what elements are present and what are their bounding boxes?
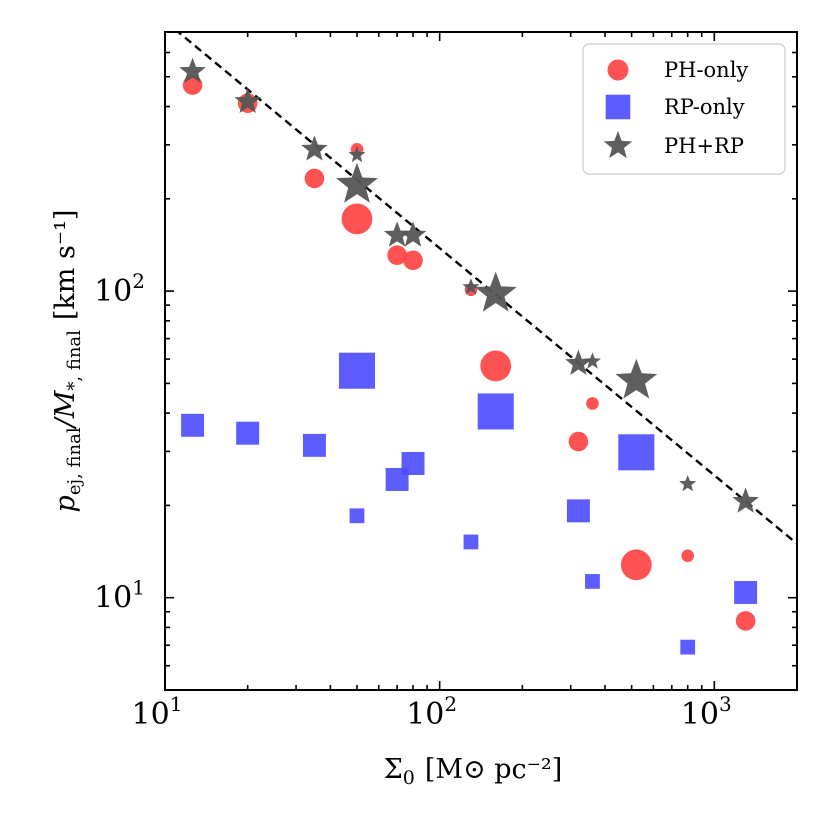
ph-rp-point [732, 487, 759, 513]
ph-rp-point [399, 221, 427, 247]
legend: PH-only RP-only PH+RP [582, 43, 786, 175]
legend-label-ph-rp: PH+RP [664, 134, 744, 158]
fit-line-layer [176, 32, 797, 545]
ph-only-point [620, 549, 652, 581]
ph-rp-point [474, 271, 517, 312]
y-tick-label: 101 [94, 576, 145, 616]
rp-only-point [338, 352, 376, 389]
plot-frame [164, 31, 798, 691]
x-label-subscript: 0 [403, 767, 415, 789]
x-axis-label: Σ0 [M⊙ pc⁻²] [384, 754, 563, 789]
y-tick-label: 102 [94, 269, 145, 309]
ph-rp-point [462, 278, 480, 295]
legend-label-rp-only: RP-only [664, 95, 745, 119]
ph-rp-point [615, 358, 658, 399]
ph-rp-point [336, 162, 378, 203]
x-tick-label: 101 [132, 692, 183, 732]
y-label-subscript-2: *, final [64, 330, 85, 391]
rp-only-point [349, 508, 365, 524]
y-label-subscript: ej, final [64, 427, 85, 495]
ph-rp-point [679, 474, 697, 492]
rp-only-point [463, 534, 479, 550]
x-label-units: [M⊙ pc⁻²] [425, 754, 562, 785]
ph-only-point [480, 350, 512, 382]
rp-only-point [734, 581, 758, 604]
ph-only-point [304, 168, 325, 189]
ph-rp-point [301, 135, 328, 161]
ph-only-point [586, 397, 599, 410]
ph-rp-point [179, 57, 206, 83]
ph-rp-point [565, 349, 592, 375]
ph-only-point [341, 203, 373, 235]
legend-marker-ph-only [607, 59, 629, 81]
ph-only-point [681, 549, 695, 563]
rp-only-point [585, 574, 600, 589]
y-label-divider: /M [50, 389, 81, 430]
legend-marker-rp-only [605, 94, 631, 120]
ph-only-point [387, 245, 407, 265]
ph-only-point [568, 431, 589, 452]
rp-only-point [401, 452, 425, 475]
x-label-symbol: Σ [384, 754, 403, 785]
y-axis-label: pej, final/M*, final [km s⁻¹] [50, 210, 85, 513]
rp-only-point [181, 413, 205, 437]
tick-labels: 101 102 103 101 102 [94, 269, 732, 732]
rp-only-point [566, 499, 590, 523]
x-tick-label: 102 [406, 692, 457, 732]
data-markers [179, 57, 759, 655]
legend-box [582, 43, 786, 175]
rp-only-point [302, 433, 326, 457]
rp-only-point [618, 434, 655, 471]
ph-rp-point [583, 352, 602, 369]
ph-only-point [735, 611, 756, 631]
ph-rp-point [383, 221, 411, 247]
ph-rp-point [234, 87, 261, 113]
legend-markers [603, 59, 633, 159]
x-tick-label: 103 [681, 692, 732, 732]
rp-only-point [477, 393, 514, 430]
legend-label-ph-only: PH-only [664, 58, 748, 82]
ph-rp-point [348, 145, 366, 163]
rp-only-point [236, 421, 260, 445]
y-label-units: [km s⁻¹] [50, 210, 81, 321]
fit-line [176, 32, 797, 545]
ph-only-point [403, 250, 423, 271]
legend-marker-ph-rp [603, 131, 633, 159]
y-label-symbol: p [50, 495, 81, 512]
rp-only-point [680, 639, 696, 655]
